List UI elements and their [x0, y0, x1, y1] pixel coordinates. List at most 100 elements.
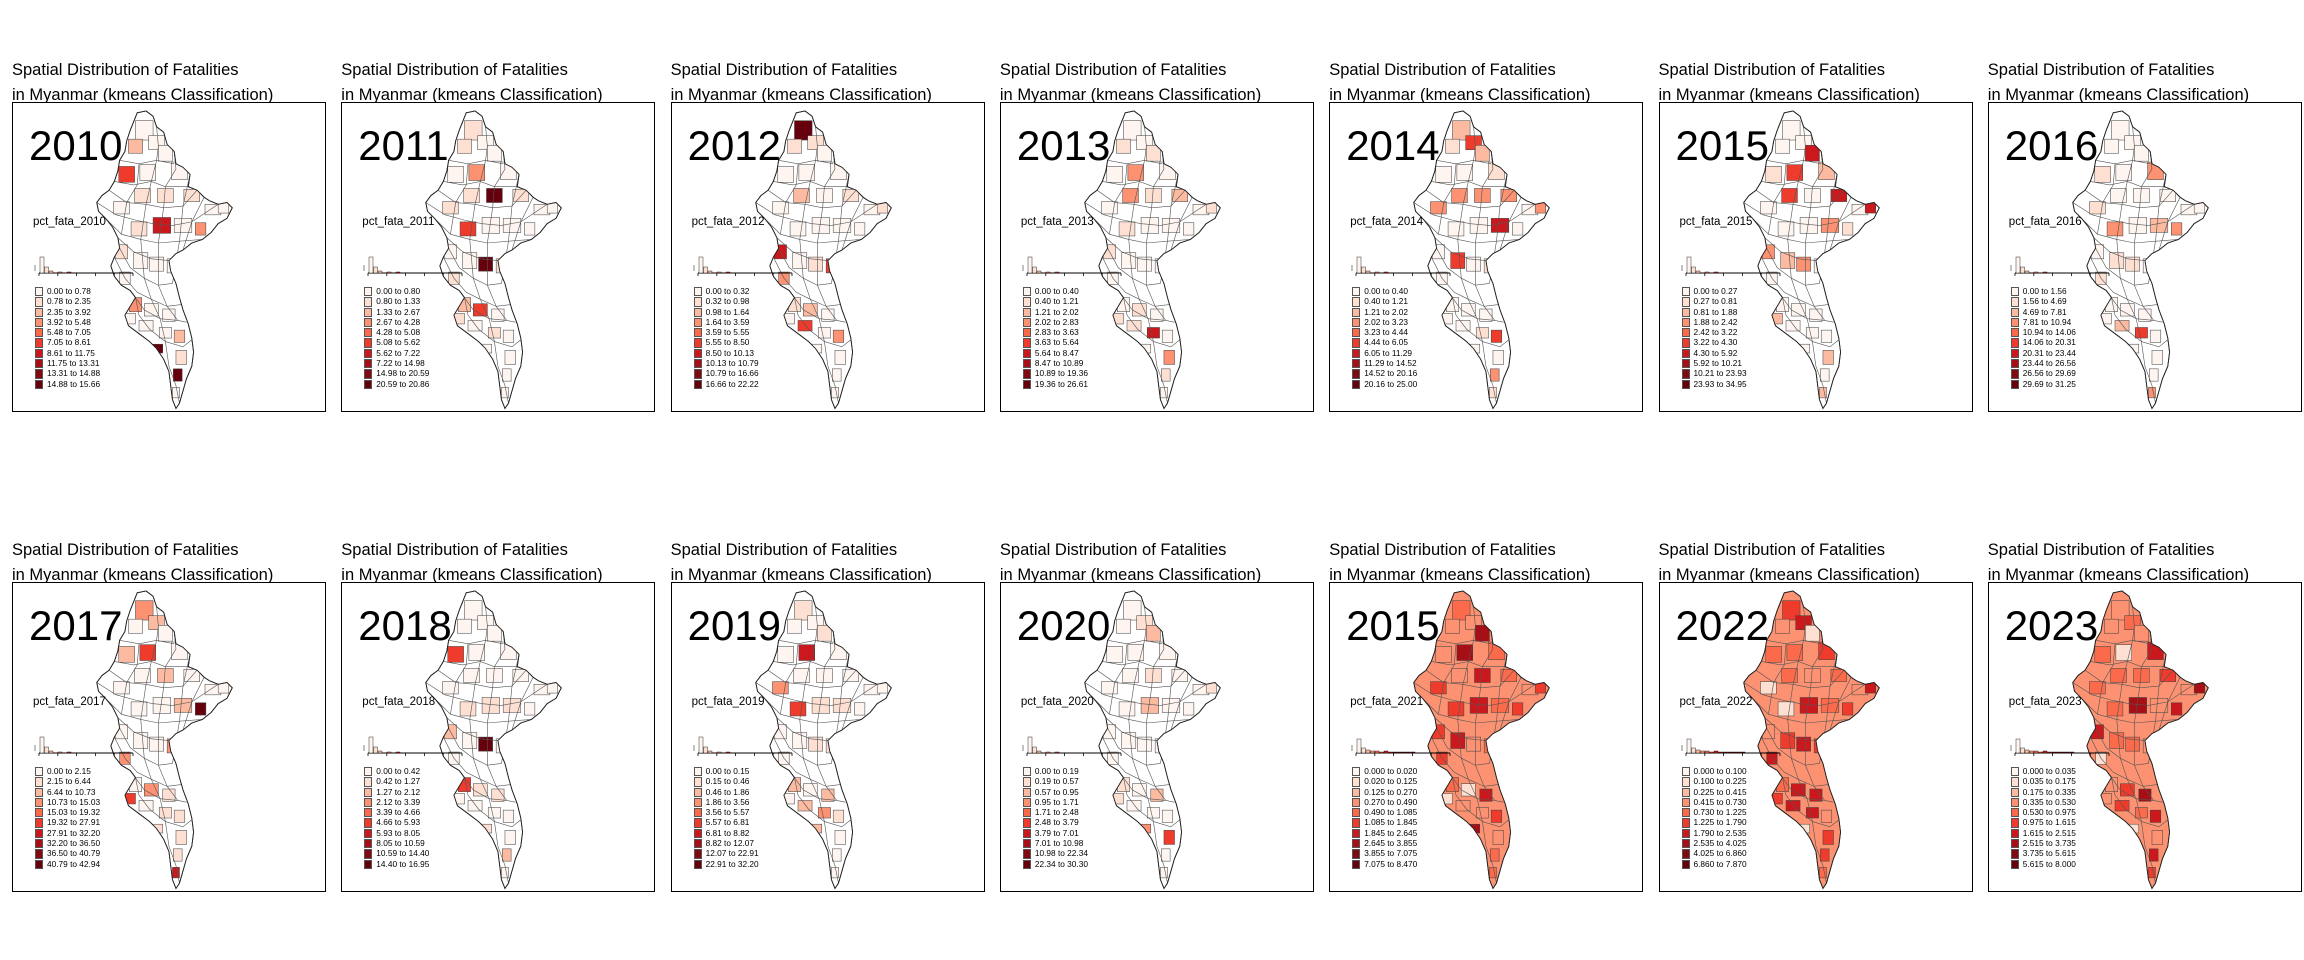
district-boundary	[2116, 606, 2142, 822]
histogram-bar	[396, 751, 401, 754]
histogram-bar	[373, 266, 378, 274]
district-boundary	[1767, 643, 1786, 715]
legend-label: 6.05 to 11.29	[1364, 347, 1413, 358]
district-fill	[1448, 221, 1465, 237]
district-fill	[2149, 329, 2161, 343]
legend-swatch	[1681, 348, 1690, 359]
myanmar-map	[363, 590, 563, 890]
district-boundary	[1760, 256, 1828, 307]
district-fill	[829, 161, 847, 180]
district-fill	[1161, 809, 1173, 823]
histogram-bar	[1397, 751, 1402, 754]
district-fill	[1488, 641, 1505, 660]
legend-swatch	[35, 787, 43, 797]
legend-swatch	[2010, 797, 2019, 808]
country-border	[1742, 110, 1880, 410]
legend-label: 1.86 to 3.56	[705, 796, 750, 807]
legend-label: 2.02 to 2.83	[1034, 316, 1079, 327]
district-fill	[1488, 161, 1505, 180]
district-boundary	[2093, 717, 2145, 741]
district-fill	[1492, 830, 1504, 845]
legend-label: 1.27 to 2.12	[376, 786, 421, 797]
legend-swatch	[364, 797, 373, 808]
legend-label: 2.515 to 3.735	[2022, 838, 2076, 849]
histogram-bar	[378, 750, 383, 754]
myanmar-map	[34, 110, 233, 410]
district-fill	[113, 681, 130, 695]
district-boundary	[448, 159, 504, 165]
legend-label: 40.79 to 42.94	[47, 858, 101, 869]
district-fill	[158, 145, 173, 162]
district-fill	[1476, 327, 1490, 339]
district-fill	[2125, 256, 2140, 272]
legend-swatch	[693, 359, 702, 369]
legend-variable-name: pct_fata_2011	[362, 216, 435, 228]
legend-label: 0.335 to 0.530	[2022, 796, 2076, 807]
legend-swatch	[1352, 818, 1361, 828]
district-fill	[1774, 618, 1790, 634]
district-boundary	[1475, 151, 1496, 321]
legend-label: 5.48 to 7.05	[47, 327, 91, 338]
district-fill	[501, 387, 510, 399]
district-boundary	[1751, 698, 1849, 724]
district-fill	[786, 138, 802, 154]
district-fill	[815, 668, 833, 683]
district-fill	[834, 350, 846, 365]
district-fill	[1126, 320, 1142, 332]
district-boundary	[119, 159, 175, 165]
district-fill	[139, 164, 156, 181]
histogram-bar	[2056, 751, 2061, 754]
legend-swatch	[1022, 818, 1031, 828]
district-fill	[2149, 218, 2168, 233]
district-fill	[1475, 625, 1490, 642]
histogram-bar	[1406, 751, 1411, 754]
district-boundary	[494, 341, 510, 404]
myanmar-map	[693, 590, 892, 890]
year-label: 2017	[29, 602, 123, 649]
legend-swatch	[1022, 287, 1031, 297]
district-fill	[134, 668, 151, 683]
legend-swatch	[2010, 287, 2019, 297]
legend-label: 0.175 to 0.335	[2022, 786, 2076, 797]
district-boundary	[841, 197, 863, 251]
histogram-bar	[396, 271, 401, 274]
legend-swatch	[35, 849, 43, 859]
map-frame: 2014 pct_fata_2014 0.00 to 0.40 0.40 to 1.2…	[1329, 102, 1644, 412]
legend-label: 2.535 to 4.025	[1693, 838, 1747, 849]
district-fill	[524, 702, 536, 716]
district-fill	[777, 646, 794, 663]
district-fill	[503, 809, 515, 823]
histogram-bar	[1401, 751, 1407, 754]
district-boundary	[1128, 126, 1154, 342]
country-border	[754, 110, 892, 410]
district-fill	[1489, 387, 1497, 399]
legend-label: 0.40 to 1.21	[1034, 296, 1079, 307]
district-boundary	[1107, 639, 1163, 645]
legend-label: 14.98 to 20.59	[376, 368, 430, 379]
legend-swatch	[2010, 808, 2019, 818]
legend-label: 7.22 to 14.98	[376, 358, 425, 369]
histogram-bar	[707, 270, 712, 274]
histogram-bar	[66, 751, 72, 754]
district-boundary	[772, 256, 840, 307]
legend-label: 0.00 to 0.40	[1034, 286, 1079, 296]
district-boundary	[1101, 256, 1170, 307]
district-fill	[1118, 221, 1136, 237]
country-border	[2072, 590, 2209, 890]
panel-title-line2: in Myanmar (kmeans Classification)	[1329, 86, 1591, 104]
legend-swatch	[2010, 859, 2019, 869]
district-fill	[1795, 736, 1811, 752]
histogram-bar	[2029, 750, 2034, 754]
district-fill	[1161, 218, 1180, 233]
district-fill	[1777, 701, 1794, 717]
district-fill	[478, 256, 494, 272]
district-fill	[118, 646, 135, 663]
legend-swatch	[1022, 369, 1031, 379]
legend-swatch	[2010, 307, 2019, 317]
legend-label: 1.21 to 2.02	[1364, 306, 1409, 317]
district-fill	[2110, 668, 2127, 683]
legend-swatch	[1681, 317, 1690, 328]
district-boundary	[1499, 197, 1522, 251]
myanmar-map	[1681, 590, 1880, 890]
district-fill	[1786, 164, 1803, 181]
